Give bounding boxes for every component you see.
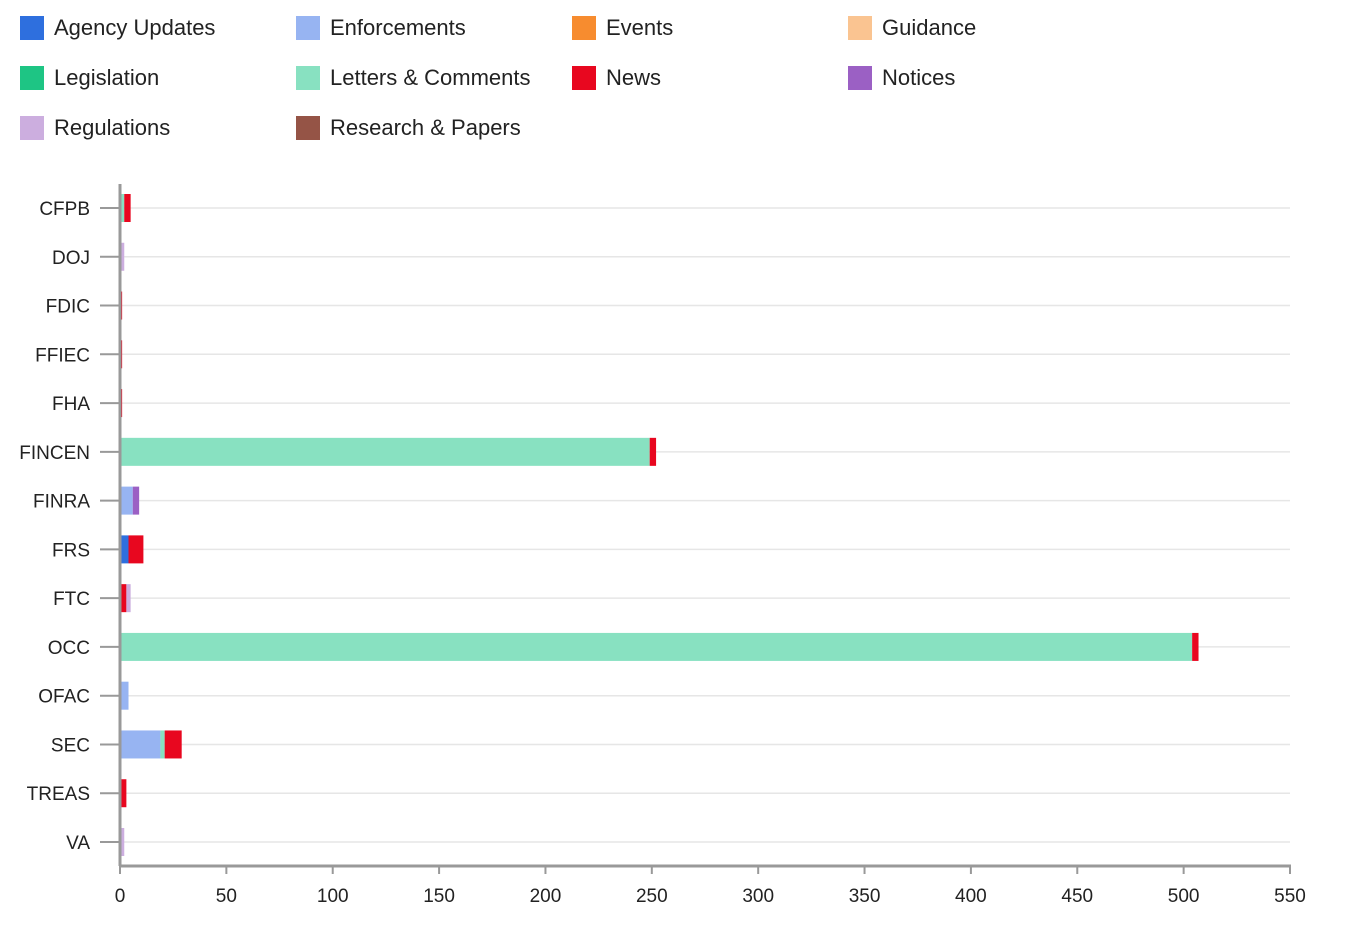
bar-sec-enforcements bbox=[120, 730, 161, 759]
x-tick-label-400: 400 bbox=[955, 886, 987, 907]
y-tick-label-fincen: FINCEN bbox=[19, 443, 90, 464]
bar-frs-agency-updates bbox=[120, 535, 129, 564]
legend-item-legislation[interactable]: Legislation bbox=[20, 65, 160, 90]
legend-item-guidance[interactable]: Guidance bbox=[848, 15, 977, 40]
x-tick-label-150: 150 bbox=[423, 886, 455, 907]
legend-label: News bbox=[606, 65, 662, 90]
legend-item-agency-updates[interactable]: Agency Updates bbox=[20, 15, 216, 40]
y-tick-label-ffiec: FFIEC bbox=[35, 345, 90, 366]
bar-fincen-news bbox=[649, 437, 657, 466]
bar-ftc-news bbox=[120, 584, 127, 613]
bar-sec-letters-and-comments bbox=[160, 730, 165, 759]
y-tick-label-doj: DOJ bbox=[52, 248, 90, 269]
legend-item-letters-and-comments[interactable]: Letters & Comments bbox=[296, 65, 531, 90]
legend-label: Agency Updates bbox=[54, 15, 216, 40]
legend-item-research-and-papers[interactable]: Research & Papers bbox=[296, 115, 521, 140]
y-tick-label-finra: FINRA bbox=[33, 492, 90, 513]
bar-finra-notices bbox=[132, 486, 140, 515]
x-tick-label-200: 200 bbox=[530, 886, 562, 907]
x-tick-label-350: 350 bbox=[849, 886, 881, 907]
bar-finra-enforcements bbox=[120, 486, 133, 515]
bar-cfpb-letters-and-comments bbox=[120, 194, 125, 222]
legend-label: Events bbox=[606, 15, 674, 40]
bar-doj-regulations bbox=[120, 242, 125, 271]
legend-label: Guidance bbox=[882, 15, 977, 40]
bar-frs-news bbox=[128, 535, 144, 564]
legend-swatch bbox=[20, 16, 44, 40]
y-tick-label-sec: SEC bbox=[51, 735, 90, 756]
y-tick-label-frs: FRS bbox=[52, 540, 90, 561]
bar-ftc-regulations bbox=[126, 584, 131, 613]
legend-swatch bbox=[848, 66, 872, 90]
legend-swatch bbox=[296, 16, 320, 40]
y-tick-label-cfpb: CFPB bbox=[39, 199, 90, 220]
legend-swatch bbox=[296, 116, 320, 140]
bar-va-regulations bbox=[120, 828, 125, 856]
legend-swatch bbox=[572, 16, 596, 40]
legend-swatch bbox=[296, 66, 320, 90]
legend-item-news[interactable]: News bbox=[572, 65, 662, 90]
x-tick-label-0: 0 bbox=[115, 886, 126, 907]
legend-label: Regulations bbox=[54, 115, 171, 140]
legend-label: Enforcements bbox=[330, 15, 466, 40]
bar-cfpb-news bbox=[124, 194, 131, 222]
legend-item-enforcements[interactable]: Enforcements bbox=[296, 15, 466, 40]
legend-item-notices[interactable]: Notices bbox=[848, 65, 956, 90]
legend-item-events[interactable]: Events bbox=[572, 15, 674, 40]
x-tick-label-100: 100 bbox=[317, 886, 349, 907]
bar-ofac-enforcements bbox=[120, 681, 129, 710]
bar-sec-news bbox=[164, 730, 182, 759]
bar-occ-letters-and-comments bbox=[120, 632, 1193, 661]
legend-label: Legislation bbox=[54, 65, 160, 90]
x-tick-label-550: 550 bbox=[1274, 886, 1306, 907]
legend-label: Letters & Comments bbox=[330, 65, 531, 90]
legend-swatch bbox=[572, 66, 596, 90]
x-tick-label-50: 50 bbox=[216, 886, 237, 907]
x-tick-label-500: 500 bbox=[1168, 886, 1200, 907]
x-tick-label-300: 300 bbox=[742, 886, 774, 907]
legend-label: Research & Papers bbox=[330, 115, 521, 140]
legend-label: Notices bbox=[882, 65, 956, 90]
y-tick-label-va: VA bbox=[66, 833, 90, 854]
y-tick-label-treas: TREAS bbox=[27, 784, 90, 805]
y-tick-label-ofac: OFAC bbox=[38, 687, 90, 708]
legend-swatch bbox=[848, 16, 872, 40]
legend-item-regulations[interactable]: Regulations bbox=[20, 115, 171, 140]
bar-occ-news bbox=[1192, 632, 1199, 661]
y-tick-label-ftc: FTC bbox=[53, 589, 90, 610]
legend-swatch bbox=[20, 66, 44, 90]
x-tick-label-450: 450 bbox=[1061, 886, 1093, 907]
legend-swatch bbox=[20, 116, 44, 140]
x-tick-label-250: 250 bbox=[636, 886, 668, 907]
y-tick-label-fha: FHA bbox=[52, 394, 90, 415]
y-tick-label-occ: OCC bbox=[48, 638, 90, 659]
bar-fincen-letters-and-comments bbox=[120, 437, 650, 466]
y-tick-label-fdic: FDIC bbox=[46, 297, 90, 318]
bar-treas-news bbox=[120, 779, 127, 808]
